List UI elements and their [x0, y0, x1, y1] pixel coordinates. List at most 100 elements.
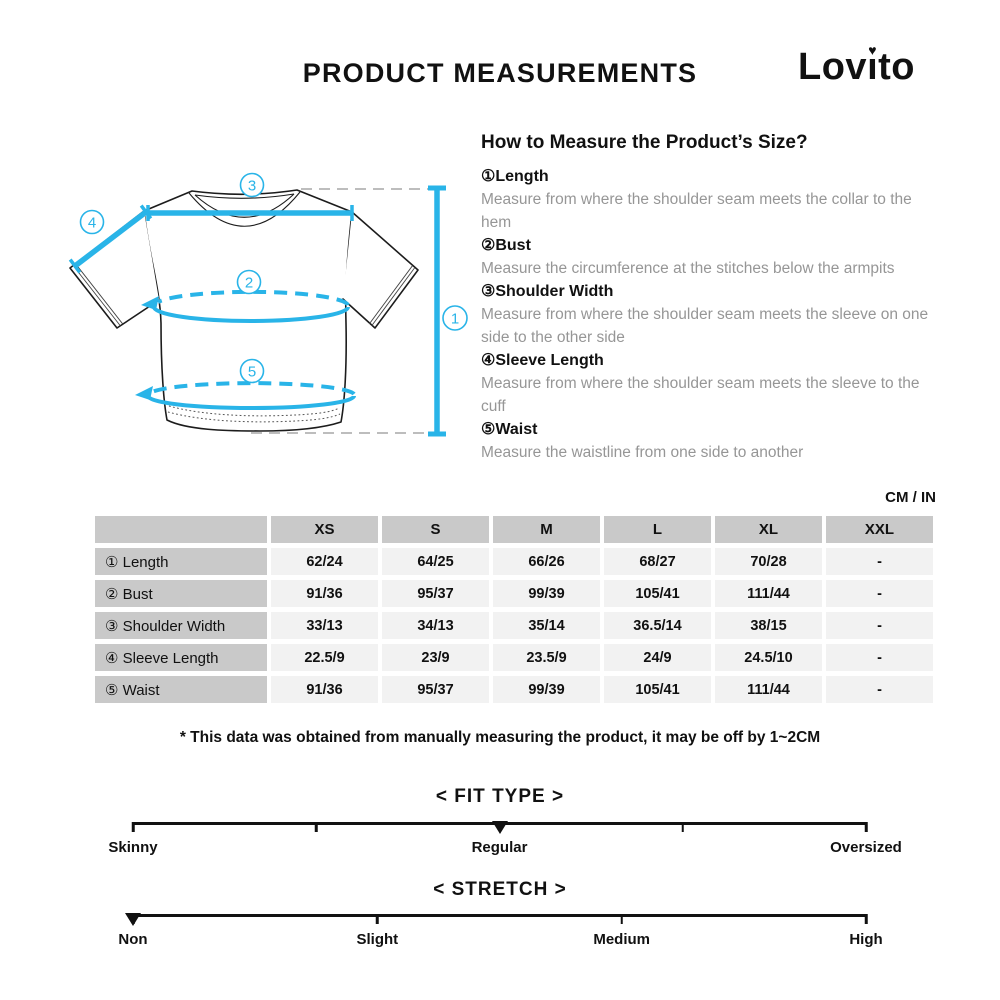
scale-tick — [315, 822, 318, 832]
measurement-value: 91/36 — [271, 580, 378, 607]
stretch-title: < STRETCH > — [433, 879, 567, 900]
howto-item-label: ②Bust — [481, 237, 531, 254]
svg-text:3: 3 — [248, 177, 256, 194]
size-column-header-m: M — [493, 516, 600, 543]
scale-tick — [681, 822, 684, 832]
measurement-value: 62/24 — [271, 548, 378, 575]
collar-band — [194, 193, 295, 199]
size-table: XS S M L XL XXL ① Length 62/24 64/25 66/26 68/27 7… — [91, 511, 937, 708]
table-row: ④ Sleeve Length 22.5/9 23/9 23.5/9 24/9 24.5/… — [95, 644, 933, 671]
howto-item-label: ①Length — [481, 168, 549, 185]
badge-2: 2 — [236, 269, 262, 295]
scale-label-medium: Medium — [593, 931, 650, 948]
measurement-value: 36.5/14 — [604, 612, 711, 639]
fit-type-scale: Skinny Regular Oversized — [108, 821, 902, 862]
measurement-value: 111/44 — [715, 580, 822, 607]
scale-tick — [376, 914, 379, 924]
sleeve-length-caps — [68, 204, 153, 274]
badge-4: 4 — [79, 209, 105, 235]
length-caps — [428, 185, 446, 437]
brand-i: ı ♥ — [867, 42, 879, 88]
howto-title: How to Measure the Product’s Size? — [481, 132, 808, 153]
howto-item-label: ③Shoulder Width — [481, 283, 614, 300]
scale-label-slight: Slight — [356, 931, 399, 948]
measurement-value: 35/14 — [493, 612, 600, 639]
measurement-value: 95/37 — [382, 676, 489, 703]
badge-1: 1 — [442, 305, 468, 331]
measurement-value: 23/9 — [382, 644, 489, 671]
fit-type-title: < FIT TYPE > — [435, 786, 565, 807]
table-corner-cell — [95, 516, 267, 543]
brand-logo: Lovı ♥ to — [798, 42, 915, 88]
size-table-body: ① Length 62/24 64/25 66/26 68/27 70/28- ② Bust… — [95, 548, 933, 703]
svg-text:4: 4 — [88, 214, 96, 231]
row-label: ⑤ Waist — [95, 676, 267, 703]
measurement-value: 105/41 — [604, 676, 711, 703]
heart-icon: ♥ — [868, 42, 877, 58]
waist-arrow — [135, 386, 153, 400]
right-cuff-stitch — [369, 265, 416, 326]
measurement-value: 66/26 — [493, 548, 600, 575]
measurement-value: 23.5/9 — [493, 644, 600, 671]
waist-ellipse-dashed — [151, 381, 356, 396]
size-column-header-l: L — [604, 516, 711, 543]
disclaimer-note: * This data was obtained from manually m… — [179, 729, 821, 746]
measurement-value: - — [826, 612, 933, 639]
tshirt-body-outline — [143, 189, 353, 432]
table-row: ③ Shoulder Width 33/13 34/13 35/14 36.5/14 38… — [95, 612, 933, 639]
measurement-value: 99/39 — [493, 580, 600, 607]
size-column-header-xl: XL — [715, 516, 822, 543]
size-column-header-xxl: XXL — [826, 516, 933, 543]
scale-label-high: High — [849, 931, 883, 948]
row-label: ③ Shoulder Width — [95, 612, 267, 639]
measurement-value: - — [826, 580, 933, 607]
measurement-value: 38/15 — [715, 612, 822, 639]
bust-arrow — [141, 296, 159, 310]
stretch-marker-icon — [125, 913, 141, 926]
scale-tick — [131, 822, 135, 832]
hem-stitch-lower — [167, 411, 341, 423]
bust-ellipse-solid — [152, 306, 350, 323]
measurement-value: 33/13 — [271, 612, 378, 639]
howto-item-desc: Measure from where the shoulder seam mee… — [481, 306, 929, 346]
table-row: ⑤ Waist 91/36 95/37 99/39 105/41 111/44- — [95, 676, 933, 703]
measurement-value: 70/28 — [715, 548, 822, 575]
sleeve-length-line — [73, 209, 148, 269]
howto-item-label: ⑤Waist — [481, 421, 538, 438]
howto-section: How to Measure the Product’s Size? ①Leng… — [481, 132, 939, 464]
measurement-value: 34/13 — [382, 612, 489, 639]
bust-ellipse-dashed — [157, 289, 350, 307]
size-table-head: XS S M L XL XXL — [95, 516, 933, 543]
row-label: ② Bust — [95, 580, 267, 607]
howto-item-label: ④Sleeve Length — [481, 352, 604, 369]
tshirt-right-sleeve — [342, 211, 419, 329]
scale-tick — [864, 914, 868, 924]
howto-item-desc: Measure the circumference at the stitche… — [481, 260, 895, 277]
fit-type-marker-icon — [491, 821, 508, 834]
scale-label-non: Non — [118, 931, 148, 948]
scale-tick — [620, 914, 623, 924]
measurement-value: 24/9 — [604, 644, 711, 671]
measurement-value: - — [826, 548, 933, 575]
row-label: ① Length — [95, 548, 267, 575]
measurement-value: 24.5/10 — [715, 644, 822, 671]
size-column-header-s: S — [382, 516, 489, 543]
badge-3: 3 — [239, 172, 265, 198]
measurement-value: - — [826, 644, 933, 671]
measurement-value: 99/39 — [493, 676, 600, 703]
howto-item-desc: Measure the waistline from one side to a… — [481, 444, 804, 461]
waist-ellipse-solid — [146, 395, 356, 410]
howto-item-desc: Measure from where the shoulder seam mee… — [481, 375, 920, 415]
table-row: ① Length 62/24 64/25 66/26 68/27 70/28- — [95, 548, 933, 575]
size-column-header-xs: XS — [271, 516, 378, 543]
hem-stitch-upper — [168, 405, 340, 417]
measurement-value: 105/41 — [604, 580, 711, 607]
left-cuff-stitch — [72, 263, 123, 326]
howto-items: ①Length Measure from where the shoulder s… — [481, 165, 939, 464]
howto-item-desc: Measure from where the shoulder seam mee… — [481, 191, 912, 231]
table-row: ② Bust 91/36 95/37 99/39 105/41 111/44- — [95, 580, 933, 607]
row-label: ④ Sleeve Length — [95, 644, 267, 671]
measurement-value: 111/44 — [715, 676, 822, 703]
measurement-value: - — [826, 676, 933, 703]
tshirt-measurement-diagram: 1 2 3 4 5 — [68, 172, 468, 437]
